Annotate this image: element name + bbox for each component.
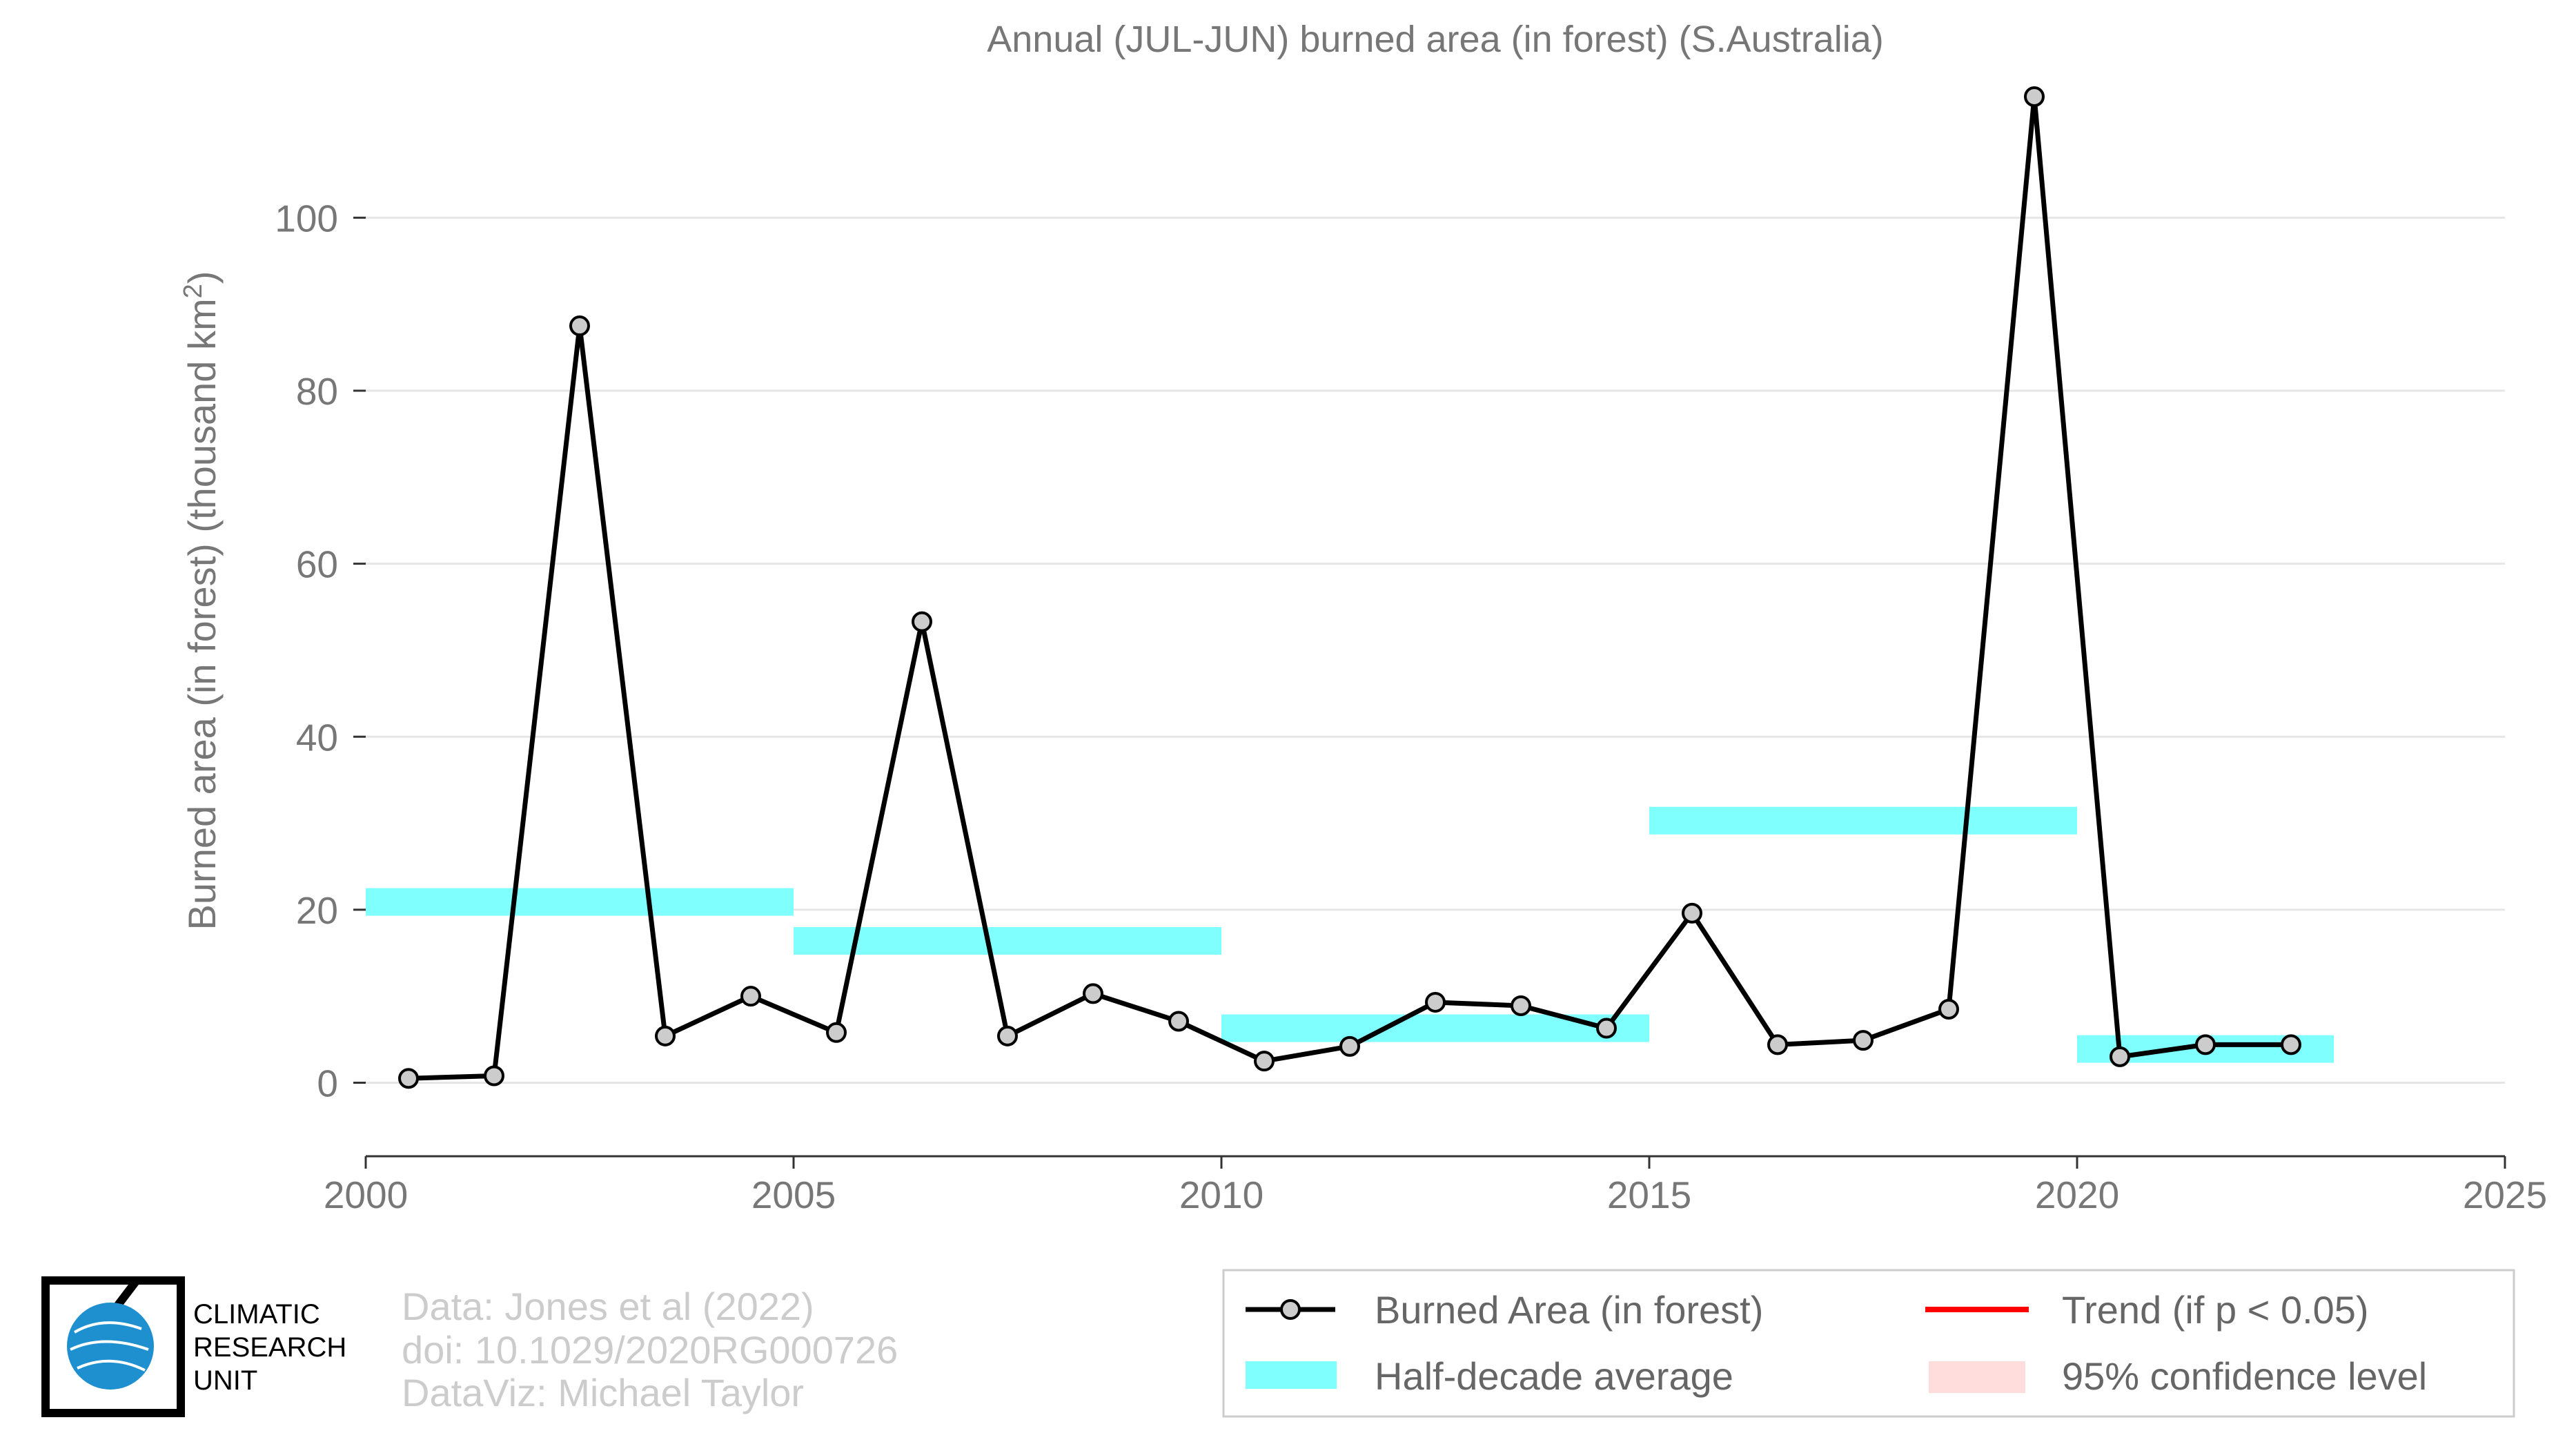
y-tick-label: 20 — [296, 889, 338, 932]
data-point — [1596, 1017, 1617, 1039]
y-axis-label-superscript: 2 — [179, 284, 208, 298]
logo-frame-left — [41, 1276, 137, 1417]
data-point — [1682, 902, 1702, 924]
globe-swirl — [70, 1321, 149, 1372]
burned-area-series — [398, 86, 2301, 1089]
credit-data: Data: Jones et al (2022) — [402, 1285, 814, 1328]
data-point — [1168, 1011, 1189, 1032]
data-point — [398, 1068, 419, 1089]
legend-burned-area-marker — [1280, 1299, 1301, 1320]
logo-text-unit: UNIT — [193, 1365, 257, 1396]
y-axis-label: Burned area (in forest) (thousand km2) — [179, 271, 224, 931]
y-axis: 0 20 40 60 80 100 — [275, 197, 366, 1104]
data-point — [569, 315, 590, 337]
data-point — [2281, 1034, 2301, 1055]
data-point — [1425, 991, 1446, 1013]
legend-confidence-label: 95% confidence level — [2062, 1354, 2427, 1398]
x-tick-label: 2010 — [1179, 1174, 1264, 1216]
x-tick-label: 2015 — [1607, 1174, 1691, 1216]
credit-dataviz: DataViz: Michael Taylor — [402, 1371, 804, 1414]
y-tick-label: 80 — [296, 370, 338, 413]
data-point — [484, 1065, 504, 1087]
chart-title: Annual (JUL-JUN) burned area (in forest)… — [987, 19, 1883, 60]
y-tick-label: 100 — [275, 197, 338, 240]
legend: Burned Area (in forest) Trend (if p < 0.… — [1222, 1269, 2515, 1418]
x-tick-label: 2025 — [2463, 1174, 2547, 1216]
half-decade-bar — [794, 926, 1221, 955]
half-decade-average-bars — [366, 806, 2334, 1063]
cru-logo: CLIMATIC RESEARCH UNIT — [41, 1276, 346, 1417]
data-point — [826, 1022, 847, 1043]
legend-trend-label: Trend (if p < 0.05) — [2062, 1288, 2369, 1332]
legend-confidence-swatch — [1929, 1361, 2025, 1393]
credit-doi: doi: 10.1029/2020RG000726 — [402, 1328, 898, 1372]
data-point — [1767, 1034, 1788, 1055]
data-point — [740, 986, 761, 1007]
data-point — [1853, 1030, 1874, 1051]
half-decade-bar — [1649, 806, 2077, 835]
x-tick-label: 2020 — [2035, 1174, 2119, 1216]
series-line — [408, 94, 2291, 1081]
data-point — [1339, 1035, 1360, 1057]
logo-frame-right — [104, 1276, 185, 1417]
data-point — [2195, 1034, 2216, 1055]
data-point — [1511, 995, 1531, 1016]
data-point — [1938, 998, 1959, 1020]
x-tick-label: 2000 — [324, 1174, 408, 1216]
legend-half-decade-swatch — [1246, 1361, 1337, 1389]
data-point — [2024, 86, 2045, 107]
data-point — [912, 611, 932, 632]
y-tick-label: 60 — [296, 543, 338, 586]
legend-box — [1222, 1269, 2515, 1418]
data-point — [655, 1025, 676, 1046]
y-axis-label-close: ) — [180, 271, 224, 284]
data-point — [1083, 983, 1103, 1004]
y-tick-label: 40 — [296, 716, 338, 759]
half-decade-bar — [1221, 1014, 1649, 1042]
legend-half-decade-label: Half-decade average — [1375, 1354, 1733, 1398]
globe-icon — [67, 1303, 154, 1390]
x-tick-label: 2005 — [751, 1174, 836, 1216]
gridlines — [366, 216, 2505, 1084]
legend-burned-area-label: Burned Area (in forest) — [1375, 1288, 1763, 1332]
logo-text-climatic: CLIMATIC — [193, 1299, 320, 1330]
data-point — [2110, 1046, 2130, 1067]
half-decade-bar — [366, 888, 794, 916]
data-point — [997, 1025, 1018, 1046]
logo-text-research: RESEARCH — [193, 1332, 346, 1363]
y-tick-label: 0 — [317, 1062, 338, 1104]
y-axis-label-main: Burned area (in forest) (thousand km — [180, 298, 224, 930]
x-axis: 2000 2005 2010 2015 2020 2025 — [324, 1155, 2547, 1216]
data-point — [1254, 1051, 1275, 1072]
